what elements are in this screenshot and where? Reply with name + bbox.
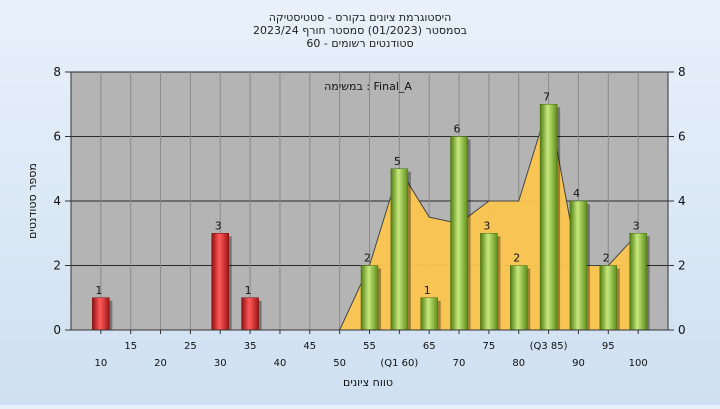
area-fill: [100, 104, 639, 330]
x-tick-label: 95: [602, 341, 615, 352]
y-tick-label-right: 8: [678, 65, 686, 79]
bar-value-label: 3: [215, 219, 222, 232]
bar: [569, 200, 588, 331]
y-tick-label-left: 6: [53, 130, 61, 144]
title-line-1: היסטוגרמת ציונים בקורס - סטטיסטיקה: [269, 11, 452, 24]
bar-value-label: 1: [245, 284, 252, 297]
x-tick-label: 80: [512, 358, 525, 369]
bar: [390, 168, 409, 331]
bar-value-label: 1: [95, 284, 102, 297]
title-line-2: בסמסטר (01/2023) סמסטר חורף 2023/24: [253, 24, 467, 37]
chart-title: היסטוגרמת ציונים בקורס - סטטיסטיקה בסמסט…: [253, 11, 467, 50]
x-axis-label: טווח ציונים: [343, 376, 393, 389]
y-tick-label-right: 0: [678, 323, 686, 337]
bar: [480, 233, 498, 331]
chart-annotation: במשימה : Final_A: [324, 80, 412, 93]
x-tick-label: 20: [154, 358, 167, 369]
bar: [539, 104, 558, 331]
x-tick-label: 55: [363, 341, 376, 352]
y-tick-label-left: 2: [53, 259, 61, 273]
bar-value-label: 2: [513, 252, 520, 265]
x-tick-label: 40: [274, 358, 287, 369]
bar: [510, 265, 528, 331]
x-tick-label: (Q1 60): [380, 358, 418, 369]
x-tick-label: 90: [572, 358, 585, 369]
y-tick-label-right: 6: [678, 130, 686, 144]
bar: [599, 265, 618, 331]
bar: [360, 265, 379, 331]
y-tick-label-right: 4: [678, 194, 686, 208]
title-line-3: סטודנטים רשומים - 60: [306, 37, 413, 50]
x-tick-label: 10: [94, 358, 107, 369]
y-tick-label-left: 8: [53, 65, 61, 79]
x-tick-label: 65: [423, 341, 436, 352]
bar: [420, 297, 438, 331]
x-tick-label: 35: [244, 341, 257, 352]
bar-value-label: 2: [603, 252, 610, 265]
x-tick-label: 45: [303, 341, 316, 352]
bar-value-label: 4: [573, 187, 580, 200]
x-tick-label: 70: [453, 358, 466, 369]
x-tick-label: (Q3 85): [530, 341, 568, 352]
data-labels: 1 3 1 2 5 1 6 3 2 7 4 2 3: [95, 90, 639, 297]
bar-value-label: 3: [483, 219, 490, 232]
bar-value-label: 7: [543, 90, 550, 103]
bar-series: [92, 104, 650, 331]
y-tick-label-left: 0: [53, 323, 61, 337]
x-tick-label: 30: [214, 358, 227, 369]
x-tick-label: 15: [124, 341, 137, 352]
x-tick-label: 25: [184, 341, 197, 352]
y-tick-label-left: 4: [53, 194, 61, 208]
bar-value-label: 5: [394, 155, 401, 168]
bar: [241, 297, 259, 331]
bar: [92, 297, 110, 331]
bar: [450, 136, 468, 331]
bar-value-label: 3: [633, 219, 640, 232]
bar-value-label: 1: [424, 284, 431, 297]
x-tick-label: 50: [333, 358, 346, 369]
x-tick-label: 100: [629, 358, 648, 369]
bar: [211, 233, 229, 331]
bar-value-label: 6: [454, 123, 461, 136]
y-axis-label: מספר סטודנטים: [26, 163, 39, 239]
bar: [629, 233, 647, 331]
bar-value-label: 2: [364, 252, 371, 265]
x-tick-label: 75: [483, 341, 496, 352]
y-tick-label-right: 2: [678, 259, 686, 273]
